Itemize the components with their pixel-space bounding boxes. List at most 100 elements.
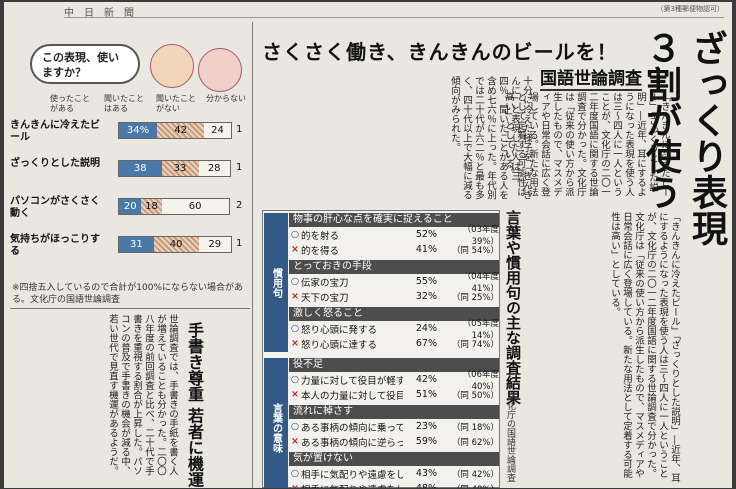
survey-bar: 34% 42 24 [118, 122, 232, 139]
bar-segment: 42 [157, 123, 205, 138]
sub-headline: さくさく働き、きんきんのビールを！ [262, 40, 618, 64]
table-row: ○ 的を射る 52% （03年度 39%） [289, 225, 499, 247]
table-phrase: ある事柄の傾向に逆らってその勢いを失わせるような行為をすること [301, 437, 403, 449]
wrong-mark-icon: × [291, 338, 299, 349]
table-phrase: 天下の宝刀 [301, 292, 349, 304]
survey-name-heading: 国語世論調査 [540, 64, 642, 91]
table-percent: 48% [403, 483, 437, 488]
wrong-mark-icon: × [291, 389, 299, 400]
postal-note: （第3種郵便物認可） [656, 5, 724, 13]
article-column-right-lower: 「きんきんに冷えたビール」「ざっくりとした説明」―近年、耳にするようになった表現… [609, 212, 680, 483]
table-group-title: 気が置けない [289, 452, 499, 466]
table-phrase: 力量に対して役目が軽すぎること [301, 375, 403, 387]
table-phrase: ある事柄の傾向に乗って勢いを増すような行為をすること [301, 422, 403, 434]
side-headline: 手書き尊重 若者に機運 [185, 322, 204, 488]
table-phrase: 伝家の宝刀 [301, 277, 349, 289]
column-divider [252, 22, 253, 488]
table-row: ○ 怒り心頭に発する 24% （05年度 14%） [289, 319, 499, 341]
correct-mark-icon: ○ [290, 468, 300, 479]
main-headline: ざっくり表現 ３割が使う [640, 30, 728, 246]
table-previous: （同 62%） [451, 437, 499, 448]
bar-segment: 40 [153, 237, 199, 252]
table-phrase: 本人の力量に対して役目が重すぎること [301, 390, 403, 402]
table-phrase: 怒り心頭に達する [301, 339, 378, 351]
bar-segment: 60 [161, 199, 229, 214]
survey-chart: この表現、使いますか？ 使ったことがある 聞いたことはある 聞いたことがない 分… [10, 44, 246, 306]
table-phrase: 的を射る [301, 230, 340, 242]
survey-row-label: きんきんに冷えたビール [10, 120, 100, 143]
person-illustration-icon [150, 44, 194, 88]
bar-remainder: 1 [236, 162, 243, 173]
masthead: 中 日 新 聞 （第3種郵便物認可） [64, 4, 724, 19]
table-row: ○ 伝家の宝刀 55% （04年度 41%） [289, 272, 499, 294]
article-column-mid: 十分に冷えた様子を「きんきんに」と表現した人は三四％。聞いたことがある人を含め七… [449, 76, 532, 200]
table-percent: 32% [415, 291, 437, 302]
article-column-right: 「きんきんに冷えたビール」「ざっくりとした説明」―近年、耳にするようになった表現… [503, 92, 670, 197]
table-previous: （05年度 14%） [462, 318, 499, 341]
main-headline-line1: ざっくり表現 [686, 30, 727, 246]
table-percent: 51% [415, 389, 437, 400]
legend-used: 使ったことがある [50, 94, 90, 113]
table-percent: 67% [415, 338, 437, 349]
table-percent: 42% [415, 374, 437, 385]
paper-name: 中 日 新 聞 [64, 8, 134, 19]
table-previous: （同 18%） [451, 422, 499, 433]
table-previous: （同 25%） [451, 292, 499, 303]
table-row: × 的を得る 41% （同 54%） [289, 243, 499, 257]
table-previous: （同 54%） [451, 245, 499, 256]
survey-footnote: ※四捨五入しているので合計が100%にならない場合がある。文化庁の国語世論調査 [12, 283, 244, 305]
bar-segment: 31 [119, 237, 154, 252]
bar-segment: 29 [198, 237, 231, 252]
table-row: ○相手に気配りや遠慮をしなくてよい 43% （同 42%） [289, 467, 499, 481]
table-previous: （同 74%） [451, 339, 499, 350]
correct-mark-icon: ○ [290, 276, 300, 287]
bar-segment: 38 [119, 161, 162, 176]
results-table: 物事の肝心な点を確実に捉えること ○ 的を射る 52% （03年度 39%） × 的を得る 4… [262, 210, 500, 488]
bar-remainder: 1 [236, 124, 243, 135]
table-percent: 55% [415, 276, 437, 287]
table-source: ※文化庁の国語世論調査 [505, 382, 515, 482]
table-group-title: 流れに棹さす [289, 405, 499, 419]
table-phrase: 怒り心頭に発する [301, 324, 378, 336]
wrong-mark-icon: × [291, 244, 299, 255]
bar-segment: 33 [161, 161, 199, 176]
correct-mark-icon: ○ [290, 374, 300, 385]
wrong-mark-icon: × [291, 291, 299, 302]
bar-remainder: 2 [236, 200, 243, 211]
bar-segment: 18 [141, 199, 162, 214]
table-percent: 41% [415, 244, 437, 255]
table-phrase: 相手に気配りや遠慮をしなくてはならない [301, 482, 403, 489]
table-title: 言葉や慣用句の主な調査結果 [504, 210, 522, 405]
survey-row-label: ざっくりとした説明 [10, 158, 100, 169]
table-previous: （04年度 41%） [462, 271, 499, 294]
table-previous: （同 48%） [437, 483, 499, 489]
section-divider [10, 308, 250, 309]
bar-segment: 28 [198, 161, 230, 176]
legend-unknown: 分からない [206, 94, 246, 103]
table-row: × 天下の宝刀 32% （同 25%） [289, 290, 499, 304]
question-bubble: この表現、使いますか？ [30, 44, 140, 84]
wrong-mark-icon: × [291, 436, 299, 447]
correct-mark-icon: ○ [290, 323, 300, 334]
table-group-title: 物事の肝心な点を確実に捉えること [289, 213, 499, 227]
table-group-title: 役不足 [289, 358, 499, 372]
bar-segment: 34% [119, 123, 158, 138]
table-previous: （06年度 40%） [462, 369, 499, 392]
table-percent: 59% [415, 436, 437, 447]
table-previous: （同 42%） [451, 469, 499, 480]
table-phrase: 相手に気配りや遠慮をしなくてよい [301, 469, 403, 481]
legend-never-heard: 聞いたことがない [156, 94, 196, 113]
survey-bar: 20 18 60 [118, 198, 230, 215]
wrong-mark-icon: × [289, 483, 301, 488]
table-phrase: 的を得る [301, 245, 340, 257]
table-row: × 怒り心頭に達する 67% （同 74%） [289, 337, 499, 351]
survey-bar: 31 40 29 [118, 236, 232, 253]
main-headline-line2: ３割が使う [640, 30, 681, 210]
table-percent: 43% [415, 468, 437, 479]
table-percent: 52% [415, 229, 437, 240]
bar-remainder: 1 [236, 238, 243, 249]
survey-row-label: 気持ちがほっこりする [10, 234, 100, 257]
correct-mark-icon: ○ [290, 229, 300, 240]
person-illustration-icon [198, 48, 242, 92]
survey-bar: 38 33 28 [118, 160, 231, 177]
